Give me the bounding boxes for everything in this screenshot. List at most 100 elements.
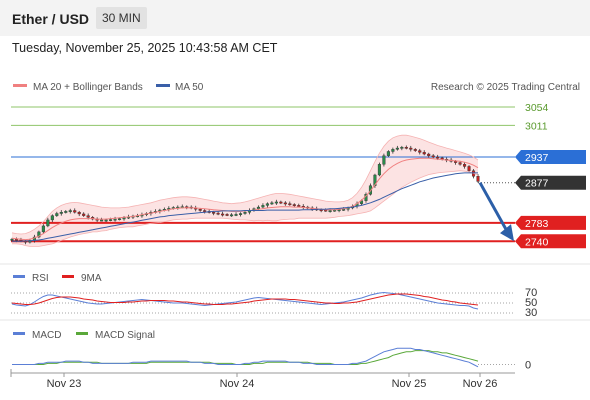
candle-body bbox=[404, 146, 408, 149]
key-levels bbox=[11, 106, 515, 243]
instrument-title: Ether / USD bbox=[12, 11, 90, 27]
candle-body bbox=[427, 153, 431, 156]
candle-body bbox=[288, 203, 292, 206]
timeframe-button[interactable]: 30 MIN bbox=[96, 7, 147, 29]
legend-label-ma50: MA 50 bbox=[175, 82, 204, 93]
legend-label-macd-signal: MACD Signal bbox=[95, 330, 155, 341]
candle-body bbox=[261, 205, 265, 208]
level-tags: 3054 3011 2937 2877 2783 2740 bbox=[515, 102, 586, 249]
level-tag-2740 bbox=[515, 234, 586, 249]
x-tick-label: Nov 23 bbox=[47, 378, 82, 390]
candle-body bbox=[418, 150, 422, 153]
candle-body bbox=[37, 231, 41, 238]
candle-body bbox=[109, 219, 113, 221]
candle-body bbox=[337, 209, 341, 212]
legend-swatch-ma50 bbox=[156, 84, 170, 87]
candle-body bbox=[395, 147, 399, 150]
candle-body bbox=[274, 201, 278, 204]
candle-body bbox=[283, 202, 287, 205]
candle-body bbox=[41, 225, 45, 233]
bollinger-lower-line bbox=[12, 170, 479, 247]
candle-body bbox=[458, 162, 462, 165]
candle-body bbox=[382, 155, 386, 165]
candle-body bbox=[46, 219, 50, 227]
rsi-9ma-line bbox=[11, 293, 479, 306]
candle-body bbox=[431, 155, 435, 158]
arrow-shaft bbox=[478, 181, 509, 232]
macd-line bbox=[12, 347, 479, 368]
candle-body bbox=[409, 147, 413, 150]
candle-body bbox=[230, 214, 234, 217]
candle-body bbox=[212, 212, 216, 214]
candle-body bbox=[198, 209, 202, 211]
rsi-level-label: 30 bbox=[525, 307, 537, 319]
candle-body bbox=[73, 210, 77, 213]
candle-body bbox=[297, 205, 301, 207]
candle-body bbox=[463, 164, 467, 167]
candle-body bbox=[77, 212, 81, 215]
candle-body bbox=[68, 210, 72, 212]
candle-body bbox=[14, 238, 19, 241]
candle-body bbox=[64, 211, 68, 213]
rsi-line bbox=[11, 291, 479, 310]
candle-body bbox=[100, 219, 104, 222]
candle-body bbox=[265, 203, 269, 206]
candle-body bbox=[440, 157, 444, 160]
bollinger-band-fill bbox=[12, 135, 478, 247]
candle-body bbox=[373, 174, 377, 186]
candle-body bbox=[342, 209, 346, 211]
legend-label-rsi: RSI bbox=[32, 273, 49, 284]
candle-body bbox=[328, 210, 332, 212]
candle-body bbox=[50, 215, 54, 221]
candle-body bbox=[55, 213, 59, 216]
candle-body bbox=[234, 214, 238, 216]
credit-text: Research © 2025 Trading Central bbox=[431, 82, 580, 93]
candle-body bbox=[225, 214, 229, 216]
candle-body bbox=[82, 213, 86, 216]
candle-body bbox=[221, 213, 225, 216]
candle-body bbox=[10, 238, 14, 241]
candle-body bbox=[324, 209, 328, 212]
candle-body bbox=[270, 202, 274, 205]
candle-body bbox=[436, 156, 440, 159]
candle-body bbox=[117, 218, 122, 221]
level-tag-2877 bbox=[515, 175, 586, 190]
candle-body bbox=[59, 212, 63, 214]
candle-body bbox=[377, 164, 381, 176]
candle-body bbox=[104, 219, 108, 222]
candle-body bbox=[122, 217, 126, 220]
legend-swatch-9ma bbox=[62, 275, 74, 278]
x-tick-label: Nov 25 bbox=[392, 378, 427, 390]
level-tag-2937 bbox=[515, 150, 586, 165]
candle-body bbox=[238, 213, 243, 215]
x-tick-label: Nov 24 bbox=[220, 378, 255, 390]
legend-swatch-macd bbox=[13, 332, 25, 335]
candle-body bbox=[319, 209, 323, 212]
candle-body bbox=[476, 176, 480, 182]
candle-body bbox=[279, 201, 283, 204]
level-tag-text-2740: 2740 bbox=[525, 236, 549, 248]
legend-swatch-ma-bollinger bbox=[13, 84, 27, 87]
candle-body bbox=[113, 218, 117, 221]
macd-signal-line bbox=[12, 350, 479, 365]
macd-panel: 0 bbox=[12, 347, 531, 372]
legend-label-ma-bollinger: MA 20 + Bollinger Bands bbox=[33, 82, 143, 93]
candle-body bbox=[386, 151, 390, 156]
candle-body bbox=[333, 209, 337, 212]
level-tag-2783 bbox=[515, 215, 586, 230]
legend-label-macd: MACD bbox=[32, 330, 61, 341]
candle-body bbox=[203, 210, 207, 212]
rsi-level-label: 50 bbox=[525, 297, 537, 309]
candle-body bbox=[467, 166, 471, 171]
candle-body bbox=[243, 212, 247, 214]
header-bar: Ether / USD 30 MIN bbox=[0, 0, 590, 36]
level-label-3054: 3054 bbox=[525, 102, 549, 114]
candle-body bbox=[413, 149, 417, 151]
legend-swatch-rsi bbox=[13, 275, 25, 278]
legend-label-9ma: 9MA bbox=[81, 273, 102, 284]
candle-body bbox=[216, 212, 220, 215]
ma50-line bbox=[12, 172, 478, 242]
candle-body bbox=[368, 185, 373, 195]
bollinger-upper-line bbox=[11, 134, 479, 235]
